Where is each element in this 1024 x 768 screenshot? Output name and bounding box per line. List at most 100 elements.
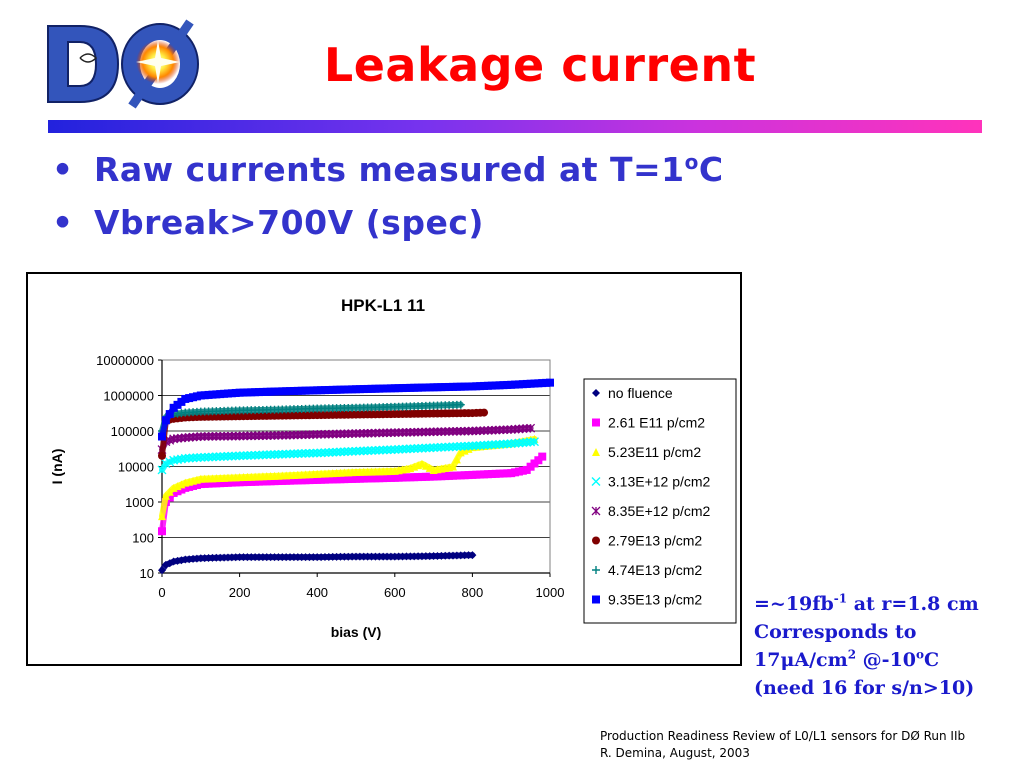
x-axis-label: bias (V): [331, 624, 382, 640]
series-3-point: [254, 450, 264, 460]
series-3-point: [401, 444, 411, 454]
series-4-point: [440, 427, 450, 437]
series-4-point: [456, 426, 466, 436]
bullet-dot-icon: •: [52, 203, 74, 242]
series-4-point: [312, 429, 322, 439]
footer-line-2: R. Demina, August, 2003: [600, 746, 750, 760]
series-3-point: [343, 447, 353, 457]
series-4-point: [479, 426, 489, 436]
series-3-point: [378, 445, 388, 455]
legend-label: no fluence: [608, 385, 673, 401]
series-3-point: [281, 449, 291, 459]
series-3-point: [223, 451, 233, 461]
series-4-point: [433, 427, 442, 437]
series-3-point: [207, 452, 217, 462]
note-line-3: 17μA/cm2 @-10oC: [754, 647, 940, 671]
series-4-point: [351, 429, 361, 438]
series-4-point: [223, 431, 233, 441]
series-4-point: [409, 427, 419, 437]
series-4-point: [320, 429, 330, 439]
series-4-point: [506, 425, 516, 434]
series-4-point: [436, 427, 446, 437]
series-3-point: [347, 446, 357, 456]
series-3-point: [522, 437, 532, 447]
series-4-point: [188, 432, 198, 442]
series-4-point: [374, 428, 384, 438]
series-3-point: [444, 442, 454, 452]
x-tick-label: 800: [462, 585, 484, 600]
title-rule: [48, 120, 982, 133]
series-4-point: [498, 425, 508, 435]
y-tick-label: 1000: [125, 495, 154, 510]
series-1-point: [158, 527, 166, 536]
series-4-point: [378, 428, 388, 438]
series-3-point: [285, 449, 295, 459]
series-3-point: [301, 448, 311, 458]
bullet-dot-icon: •: [52, 150, 74, 189]
series-4-point: [514, 424, 524, 434]
series-4-point: [336, 429, 345, 439]
y-tick-label: 10: [140, 566, 154, 581]
series-4-point: [359, 428, 369, 438]
y-tick-label: 100000: [111, 424, 154, 439]
series-4-point: [355, 428, 365, 438]
x-tick-label: 0: [158, 585, 165, 600]
series-4-point: [285, 430, 295, 440]
y-tick-label: 100: [132, 531, 154, 546]
series-3-point: [394, 444, 404, 454]
footer: Production Readiness Review of L0/L1 sen…: [600, 728, 1020, 762]
y-axis-label: I (nA): [49, 449, 65, 485]
series-4-point: [231, 431, 241, 441]
series-3-point: [180, 453, 190, 463]
series-3-point: [227, 451, 237, 461]
series-3-point: [335, 447, 345, 457]
series-3-point: [479, 440, 489, 450]
series-4-point: [308, 430, 318, 439]
series-4-point: [367, 428, 376, 438]
series-4-point: [332, 429, 342, 439]
bullet-list: • Raw currents measured at T=1oC • Vbrea…: [52, 150, 724, 256]
series-4-point: [510, 424, 520, 434]
series-3-point: [324, 447, 334, 457]
series-3-point: [351, 446, 361, 456]
series-0-point: [177, 556, 186, 565]
series-3-point: [231, 451, 241, 461]
series-2-point: [158, 512, 166, 521]
legend-marker: [592, 566, 600, 574]
series-3-point: [471, 441, 481, 451]
series-4-point: [444, 427, 454, 436]
series-4-point: [207, 431, 217, 441]
series-3-point: [355, 446, 365, 456]
series-4-point: [471, 426, 481, 436]
footer-line-1: Production Readiness Review of L0/L1 sen…: [600, 729, 966, 743]
legend-label: 2.79E13 p/cm2: [608, 533, 702, 549]
series-4-point: [425, 427, 435, 437]
series-3-point: [192, 453, 202, 463]
series-4-point: [184, 432, 194, 442]
bullet-item: • Vbreak>700V (spec): [52, 203, 724, 242]
series-3-point: [157, 465, 167, 475]
note-line-1: =~19fb-1 at r=1.8 cm: [754, 591, 979, 615]
series-4-point: [196, 432, 206, 441]
series-3-point: [289, 449, 299, 459]
series-3-point: [429, 443, 439, 453]
series-4-point: [266, 431, 276, 441]
legend-label: 5.23E11 p/cm2: [608, 444, 701, 460]
series-4-point: [239, 431, 248, 441]
series-3-point: [258, 450, 268, 460]
series-4-point: [483, 425, 493, 435]
series-3-point: [184, 453, 194, 463]
series-3-point: [242, 451, 252, 461]
series-3-point: [215, 452, 225, 462]
series-4-point: [398, 427, 408, 437]
fluence-note: =~19fb-1 at r=1.8 cm Corresponds to 17μA…: [754, 590, 1014, 702]
series-3-point: [405, 444, 415, 454]
series-3-point: [526, 437, 536, 447]
series-3-point: [308, 448, 318, 458]
series-4-point: [324, 429, 334, 439]
series-3-point: [456, 441, 466, 451]
series-3-point: [390, 445, 400, 455]
legend-label: 2.61 E11 p/cm2: [608, 415, 705, 431]
series-3-point: [510, 438, 520, 448]
series-4-point: [487, 425, 497, 435]
